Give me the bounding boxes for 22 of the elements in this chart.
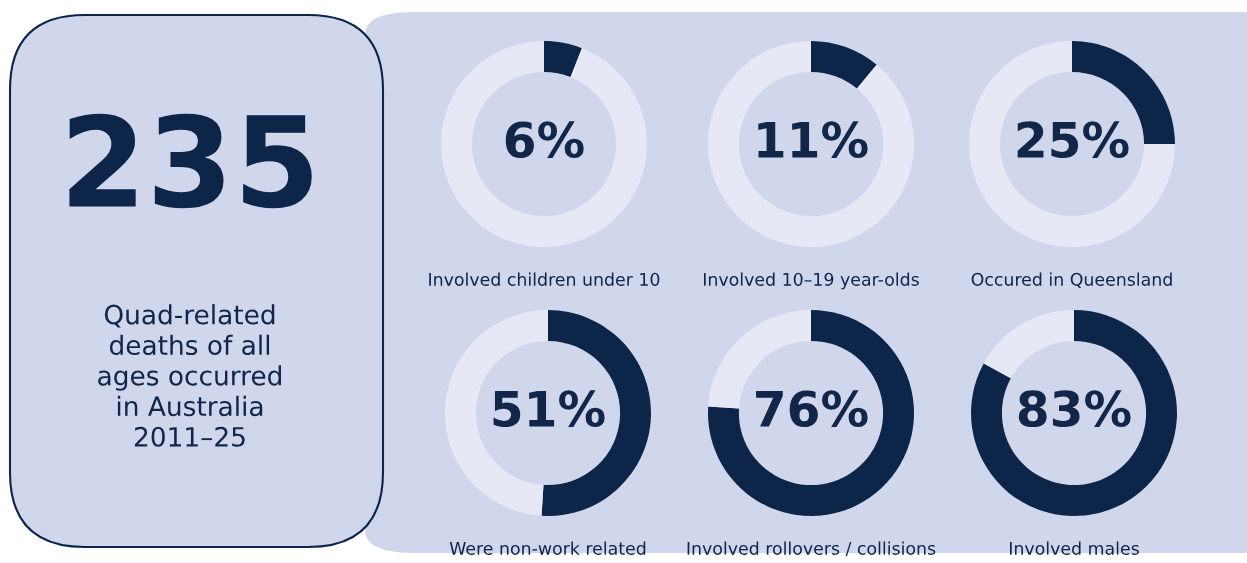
text: Quad-related deaths of all ages occurred in Australia 2011–25 (98, 304, 281, 447)
text: Were non-work related (449, 541, 646, 555)
donut-slice (708, 310, 914, 516)
data-label: 11% (758, 121, 868, 159)
data-label: 25% (1017, 121, 1129, 159)
text: Involved males (1009, 541, 1139, 555)
text: Involved 10–19 year-olds (703, 272, 919, 290)
donut-slice (971, 310, 1177, 516)
donut-slice (544, 41, 582, 77)
data-label: 6% (505, 121, 584, 159)
data-label: 76% (756, 390, 868, 428)
donut-slice (983, 310, 1074, 379)
data-label: 51% (493, 390, 605, 428)
donut-slice (969, 41, 1175, 247)
text: 235 (69, 113, 312, 209)
text: Occured in Queensland (971, 272, 1172, 288)
donut-slice (811, 41, 877, 89)
donut-slice (708, 41, 914, 247)
donut-slice (441, 41, 647, 247)
text: Involved children under 10 (429, 272, 660, 286)
text: Involved rollovers / collisions (687, 541, 936, 557)
data-label: 83% (1018, 390, 1131, 428)
